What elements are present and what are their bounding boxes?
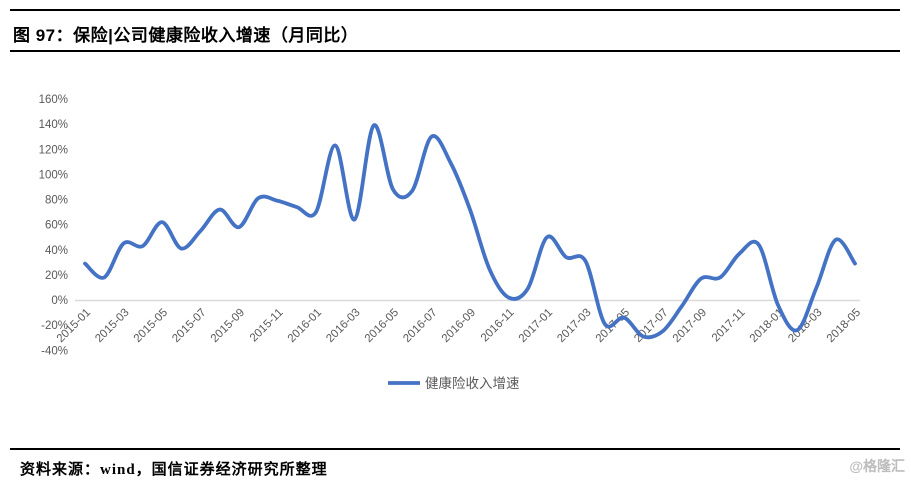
y-tick-label: 0%	[51, 295, 68, 307]
y-tick-label: 160%	[39, 94, 68, 106]
y-tick-label: -40%	[41, 345, 68, 357]
y-tick-label: 20%	[45, 270, 68, 282]
x-tick-label: 2017-03	[555, 307, 593, 345]
x-tick-label: 2015-05	[132, 307, 170, 345]
series-line	[83, 123, 857, 340]
bottom-rule	[10, 448, 900, 450]
x-tick-label: 2018-05	[825, 307, 863, 345]
x-tick-label: 2016-11	[479, 307, 517, 345]
legend-label: 健康险收入增速	[425, 375, 520, 391]
x-axis-tick-labels: 2015-01 2015-03 2015-05 2015-07 2015-09 2015-…	[55, 307, 863, 345]
x-tick-label: 2015-03	[93, 307, 131, 345]
watermark: @格隆汇	[849, 458, 905, 474]
figure-title: 图 97：保险|公司健康险收入增速（月同比）	[13, 26, 359, 45]
y-tick-label: 60%	[45, 220, 68, 232]
x-tick-label: 2016-01	[286, 307, 324, 345]
legend: 健康险收入增速	[388, 375, 520, 391]
x-tick-label: 2016-05	[363, 307, 401, 345]
x-tick-label: 2017-11	[710, 307, 748, 345]
y-tick-label: -20%	[41, 320, 68, 332]
title-rule	[10, 50, 900, 52]
y-tick-label: 120%	[39, 144, 68, 156]
y-tick-label: 140%	[39, 119, 68, 131]
x-tick-label: 2017-07	[632, 307, 670, 345]
x-tick-label: 2015-07	[170, 307, 208, 345]
source-note: 资料来源：wind，国信证券经济研究所整理	[20, 462, 328, 478]
x-tick-label: 2015-11	[248, 307, 286, 345]
top-rule	[10, 9, 900, 11]
y-tick-label: 100%	[39, 169, 68, 181]
y-axis-tick-labels: 160% 140% 120% 100% 80% 60% 40% 20% 0% -20% -40%	[39, 94, 68, 357]
y-tick-label: 80%	[45, 195, 68, 207]
x-tick-label: 2015-09	[209, 307, 247, 345]
x-tick-label: 2016-09	[440, 307, 478, 345]
x-tick-label: 2016-07	[401, 307, 439, 345]
x-tick-label: 2017-01	[517, 307, 555, 345]
x-tick-label: 2016-03	[324, 307, 362, 345]
y-tick-label: 40%	[45, 245, 68, 257]
